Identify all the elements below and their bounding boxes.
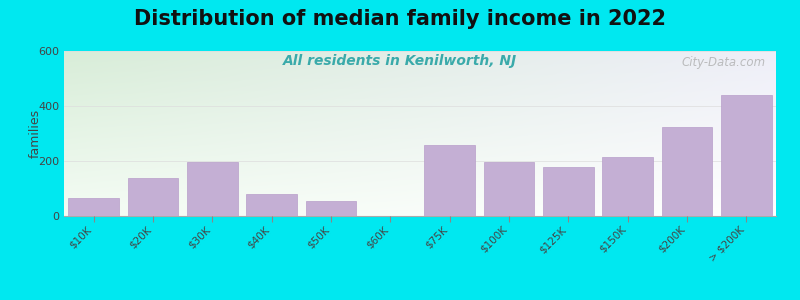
Bar: [662, 127, 712, 216]
Bar: [484, 161, 534, 216]
Bar: [69, 198, 119, 216]
Bar: [425, 145, 475, 216]
Text: City-Data.com: City-Data.com: [681, 56, 766, 69]
Text: Distribution of median family income in 2022: Distribution of median family income in …: [134, 9, 666, 29]
Bar: [721, 95, 771, 216]
Bar: [543, 167, 594, 216]
Bar: [602, 157, 653, 216]
Bar: [187, 162, 238, 216]
Text: All residents in Kenilworth, NJ: All residents in Kenilworth, NJ: [283, 54, 517, 68]
Bar: [128, 178, 178, 216]
Y-axis label: families: families: [29, 109, 42, 158]
Bar: [306, 201, 356, 216]
Bar: [246, 194, 297, 216]
